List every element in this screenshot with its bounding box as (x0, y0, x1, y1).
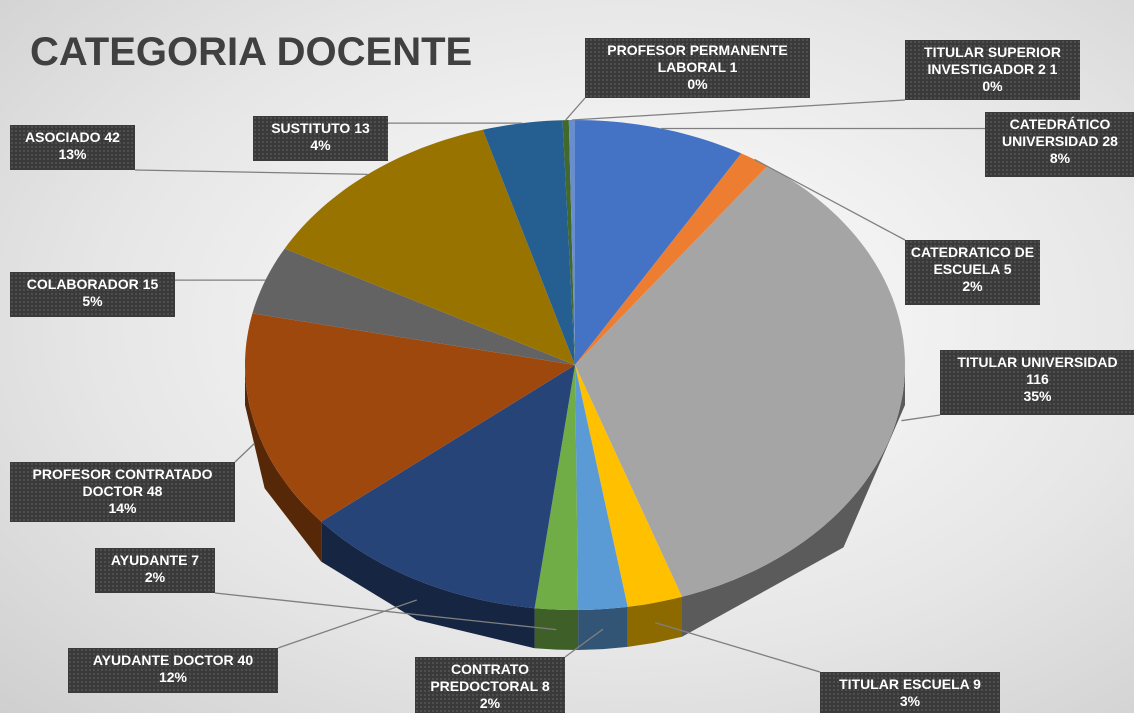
slice-side (682, 365, 905, 637)
slice (575, 153, 768, 365)
data-label: CATEDRATICO DE ESCUELA 5 2% (905, 240, 1040, 305)
leader-line (565, 97, 586, 121)
label-category: PROFESOR PERMANENTE LABORAL (607, 42, 788, 75)
slice (575, 120, 742, 365)
label-percent: 14% (108, 500, 137, 516)
label-category: PROFESOR CONTRATADO DOCTOR (32, 466, 213, 499)
label-percent: 5% (82, 293, 103, 309)
label-category: AYUDANTE DOCTOR (92, 652, 234, 668)
data-label: TITULAR ESCUELA 9 3% (820, 672, 1000, 713)
data-label: AYUDANTE DOCTOR 40 12% (68, 648, 278, 693)
label-category: TITULAR UNIVERSIDAD (957, 354, 1118, 370)
data-label: SUSTITUTO 13 4% (253, 116, 388, 161)
label-value: 13 (354, 120, 370, 136)
slice (562, 120, 575, 365)
label-category: ASOCIADO (25, 129, 101, 145)
slice (252, 248, 575, 365)
leader-line (134, 169, 368, 176)
label-category: COLABORADOR (26, 276, 139, 292)
label-value: 1 (1049, 61, 1058, 77)
leader-line (277, 599, 417, 649)
slice (321, 365, 575, 609)
leader-line (654, 622, 821, 673)
data-label: TITULAR UNIVERSIDAD 116 35% (940, 350, 1134, 415)
label-percent: 0% (982, 78, 1003, 94)
data-label: TITULAR SUPERIOR INVESTIGADOR 2 1 0% (905, 40, 1080, 100)
label-value: 7 (191, 552, 200, 568)
data-label: PROFESOR PERMANENTE LABORAL 1 0% (585, 38, 810, 98)
slice (575, 365, 682, 607)
data-label: CATEDRÁTICO UNIVERSIDAD 28 8% (985, 112, 1134, 177)
leader-line (234, 442, 255, 463)
label-percent: 3% (899, 693, 921, 709)
slice (245, 313, 575, 522)
label-percent: 13% (58, 146, 87, 162)
data-label: ASOCIADO 42 13% (10, 125, 135, 170)
label-percent: 4% (310, 137, 331, 153)
label-percent: 2% (144, 569, 166, 585)
data-label: CONTRATO PREDOCTORAL 8 2% (415, 657, 565, 713)
slice-side (321, 521, 535, 649)
label-category: CATEDRÁTICO UNIVERSIDAD (1002, 116, 1111, 149)
slice (284, 129, 575, 365)
data-label: PROFESOR CONTRATADO DOCTOR 48 14% (10, 462, 235, 522)
slice (575, 166, 905, 597)
label-category: CATEDRATICO DE ESCUELA (910, 244, 1035, 277)
slice-side (578, 606, 628, 650)
chart-title: CATEGORIA DOCENTE (30, 30, 473, 74)
label-value: 15 (142, 276, 159, 292)
label-percent: 2% (962, 278, 983, 294)
slice (534, 365, 579, 610)
slice-side (627, 596, 682, 647)
label-value: 116 (1026, 371, 1049, 387)
data-label: AYUDANTE 7 2% (95, 548, 215, 593)
label-value: 1 (729, 59, 738, 75)
label-category: CONTRATO PREDOCTORAL (430, 661, 542, 694)
leader-line (754, 158, 906, 241)
leader-line (571, 99, 906, 121)
label-category: TITULAR SUPERIOR INVESTIGADOR 2 (924, 44, 1061, 77)
label-category: AYUDANTE (110, 552, 192, 568)
label-percent: 8% (1049, 150, 1071, 166)
label-percent: 0% (687, 76, 708, 92)
leader-line (564, 628, 604, 658)
label-percent: 12% (158, 669, 188, 685)
label-value: 9 (973, 676, 981, 692)
label-value: 28 (1102, 133, 1118, 149)
label-percent: 2% (479, 695, 501, 711)
slice (482, 120, 575, 365)
label-value: 48 (146, 483, 163, 499)
label-value: 5 (1003, 261, 1012, 277)
label-category: SUSTITUTO (271, 120, 351, 136)
data-label: COLABORADOR 15 5% (10, 272, 175, 317)
slice (568, 120, 575, 365)
label-percent: 35% (1023, 388, 1052, 404)
label-value: 8 (541, 678, 550, 694)
slice (575, 365, 628, 610)
leader-line (901, 414, 941, 422)
slice-side (245, 365, 322, 562)
label-value: 40 (237, 652, 254, 668)
label-value: 42 (104, 129, 120, 145)
label-category: TITULAR ESCUELA (839, 676, 970, 692)
